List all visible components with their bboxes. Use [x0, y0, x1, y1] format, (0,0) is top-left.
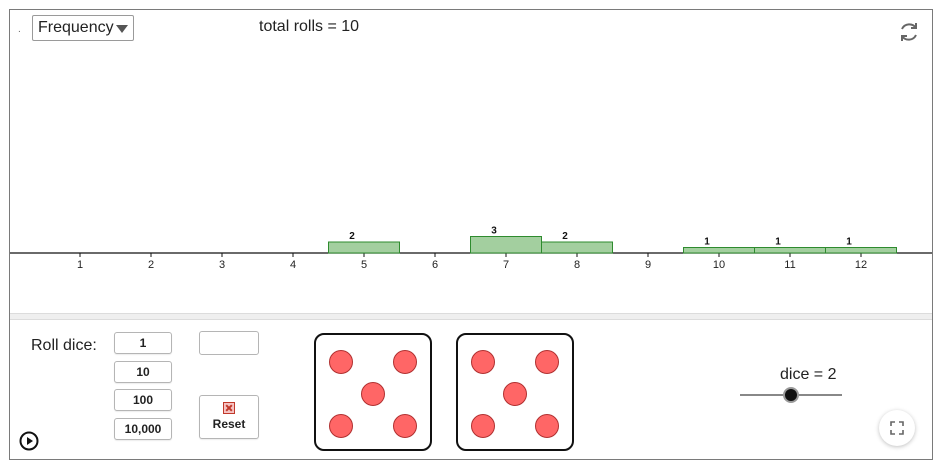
refresh-icon[interactable]	[896, 19, 922, 45]
mode-dropdown-value: Frequency	[38, 19, 114, 36]
roll-count-input[interactable]	[199, 331, 259, 355]
bar-10	[683, 247, 755, 254]
bar-8	[541, 241, 613, 254]
applet-frame: 1 2 3 4 5 2 6 7 3 8 2 9 10 1 11 1 12 1 . Frequency total …	[9, 9, 933, 460]
die-pip	[392, 414, 417, 439]
die-pip	[534, 414, 559, 439]
roll-100-button[interactable]: 100	[114, 389, 172, 411]
mode-dropdown[interactable]: Frequency	[32, 15, 134, 41]
x-tick-label: 8	[574, 259, 580, 271]
die-pip	[361, 382, 385, 407]
bar-value-label: 1	[704, 237, 710, 248]
die-2	[456, 333, 574, 451]
die-pip	[471, 414, 496, 439]
roll-dice-label: Roll dice:	[31, 337, 97, 354]
x-tick-label: 2	[148, 259, 154, 271]
total-rolls-label: total rolls = 10	[259, 18, 360, 35]
dice-count-label: dice = 2	[780, 366, 837, 383]
bar-12	[825, 247, 897, 254]
bar-11	[754, 247, 826, 254]
bar-value-label: 1	[846, 237, 852, 248]
dice-slider-knob[interactable]	[783, 387, 799, 403]
x-tick-label: 9	[645, 259, 651, 271]
bar-5	[328, 241, 400, 254]
die-pip	[329, 350, 354, 375]
x-tick-label: 12	[855, 259, 867, 271]
x-tick-label: 1	[77, 259, 83, 271]
fullscreen-button[interactable]	[879, 410, 915, 446]
graph-area: 1 2 3 4 5 2 6 7 3 8 2 9 10 1 11 1 12 1 . Frequency total …	[10, 10, 932, 313]
x-tick-label: 4	[290, 259, 296, 271]
x-tick-label: 11	[784, 259, 795, 271]
die-pip	[392, 350, 417, 375]
bar-value-label: 3	[491, 226, 497, 237]
bar-value-label: 2	[349, 231, 355, 242]
bar-value-label: 2	[562, 231, 568, 242]
die-pip	[503, 382, 527, 407]
die-pip	[534, 350, 559, 375]
graphics-marker: .	[18, 24, 21, 35]
reset-x-icon	[223, 402, 235, 414]
x-tick-label: 5	[361, 259, 367, 271]
reset-button[interactable]: Reset	[199, 395, 259, 439]
roll-1-button[interactable]: 1	[114, 332, 172, 354]
bar-7	[470, 236, 542, 254]
roll-10000-button[interactable]: 10,000	[114, 418, 172, 440]
panel-divider	[10, 313, 932, 320]
roll-10-button[interactable]: 10	[114, 361, 172, 383]
x-tick-label: 7	[503, 259, 509, 271]
die-pip	[471, 350, 496, 375]
die-1	[314, 333, 432, 451]
x-tick-label: 3	[219, 259, 225, 271]
reset-label: Reset	[212, 417, 246, 431]
x-tick-label: 6	[432, 259, 438, 271]
chevron-down-icon	[116, 25, 128, 33]
bar-value-label: 1	[775, 237, 781, 248]
x-tick-label: 10	[713, 259, 725, 271]
die-pip	[329, 414, 354, 439]
fullscreen-icon	[890, 421, 904, 435]
play-icon[interactable]	[19, 431, 39, 451]
